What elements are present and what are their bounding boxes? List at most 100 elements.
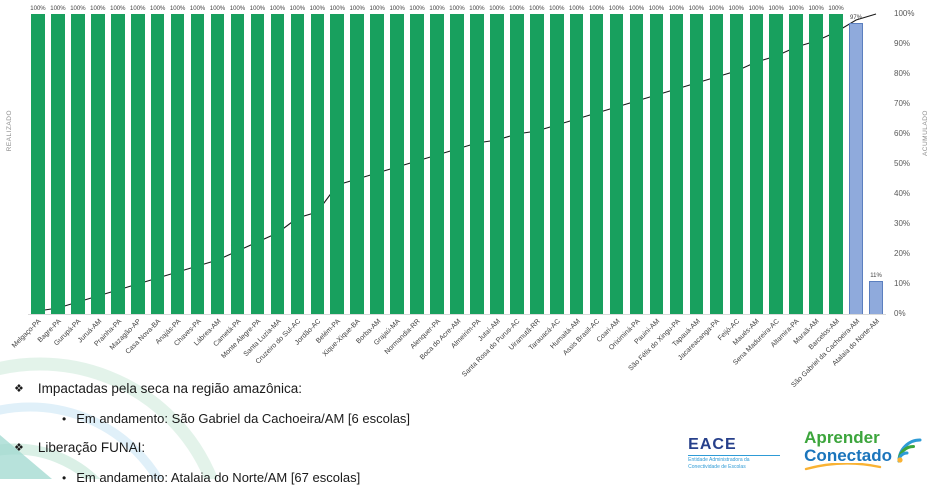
bar — [111, 14, 125, 314]
bar-slot: 100% Bagre-PA — [37, 6, 68, 344]
bar-value-label: 100% — [249, 6, 266, 12]
bar-slot: 100% Jacareacanga-PA — [677, 6, 726, 362]
bar-value-label: 100% — [30, 6, 46, 12]
note-item: ❖ Liberação FUNAI: — [14, 438, 574, 459]
bar-value-label: 100% — [130, 6, 146, 12]
bar — [789, 14, 803, 314]
bar — [310, 14, 325, 314]
bar-slot: 100% Almeirim-PA — [450, 6, 487, 350]
right-tick-label: 90% — [894, 39, 911, 48]
bar-value-label: 100% — [688, 6, 705, 12]
bar-value-label: 100% — [828, 6, 844, 12]
bar-slot: 100% Jutaí-AM — [477, 6, 507, 343]
note-text: Impactadas pela seca na região amazônica… — [37, 381, 303, 396]
bar-value-label: 100% — [728, 6, 745, 12]
bar — [490, 14, 504, 314]
bar-value-label: 100% — [189, 6, 206, 12]
bar — [250, 14, 265, 314]
bar-value-label: 100% — [329, 6, 345, 12]
bar — [470, 14, 484, 314]
note-text: Liberação FUNAI: — [37, 440, 146, 455]
bar-value-label: 100% — [748, 6, 764, 12]
bar-slot: 100% Prainha-PA — [93, 6, 128, 348]
bar-slot: 100% Barcelos-AM — [808, 6, 846, 351]
yellow-swoosh-icon — [804, 463, 882, 471]
bar-slot: 100% Boca do Acre-AM — [418, 6, 467, 361]
wifi-icon — [897, 438, 922, 463]
bar-slot: 100% Coari-AM — [596, 6, 627, 344]
bar-value-label: 100% — [608, 6, 625, 12]
bar-slot: 100% Casa Nova-BA — [125, 6, 168, 356]
footer-logos: EACE Entidade Administradora da Conectiv… — [688, 429, 923, 471]
bar-slot: 100% Assis Brasil-AC — [563, 6, 607, 357]
bar — [430, 14, 444, 314]
bar-value-label: 100% — [509, 6, 525, 12]
bar-slot: 100% Pauini-AM — [634, 6, 667, 346]
bar-value-label: 100% — [169, 6, 186, 12]
bar-value-label: 100% — [648, 6, 665, 12]
bar — [350, 14, 364, 314]
bar-slot: 100% Feijó-AC — [717, 6, 746, 342]
bar-value-label: 100% — [449, 6, 465, 12]
bar-value-label: 100% — [788, 6, 804, 12]
bar-value-label: 100% — [269, 6, 286, 12]
bar — [809, 14, 823, 314]
right-tick-label: 0% — [894, 309, 906, 318]
note-sub-item: • Em andamento: São Gabriel da Cachoeira/… — [62, 409, 574, 429]
bar — [290, 14, 305, 314]
bar — [649, 14, 664, 314]
bar-slot: 100% Gurupá-PA — [53, 6, 88, 347]
bar-slot: 100% Tapauá-AM — [671, 6, 706, 348]
bar — [709, 14, 724, 314]
bar-slot: 100% Chaves-PA — [173, 6, 208, 348]
bar — [390, 14, 404, 314]
note-sub-item: • Em andamento: Atalaia do Norte/AM [67 e… — [62, 468, 574, 488]
bar-slot: 100% Juruá-AM — [76, 6, 108, 344]
bar-slot: 100% Xique-Xique-BA — [322, 6, 367, 358]
bar-value-label: 100% — [389, 6, 405, 12]
bar-slot: 100% Normandia-RR — [384, 6, 427, 356]
left-axis-title: REALIZADO — [6, 110, 13, 152]
pareto-chart: REALIZADO 100% Melgaço-PA 100% Bagre-PA 100%… — [6, 6, 929, 389]
bar — [769, 14, 784, 314]
note-sub-text: Em andamento: São Gabriel da Cachoeira/A… — [76, 411, 411, 426]
right-tick-label: 80% — [894, 69, 911, 78]
bar — [330, 14, 345, 314]
right-tick-label: 30% — [894, 219, 911, 228]
diamond-bullet-icon: ❖ — [14, 442, 24, 454]
aprender-conectado-text: Aprender Conectado — [804, 429, 892, 471]
bar — [190, 14, 205, 314]
bar — [510, 14, 524, 314]
right-axis-title: ACUMULADO — [922, 110, 929, 157]
bar — [150, 14, 165, 314]
bar-value-label: 100% — [369, 6, 385, 12]
bar — [31, 14, 45, 314]
bar-value-label: 97% — [850, 15, 863, 21]
bar-slot: 100% Borba-AM — [355, 6, 387, 345]
bar-value-label: 100% — [668, 6, 685, 12]
bar — [589, 14, 604, 314]
bar — [689, 14, 704, 314]
right-tick-label: 10% — [894, 279, 911, 288]
right-tick-label: 60% — [894, 129, 911, 138]
bar-value-label: 100% — [309, 6, 325, 12]
aprender-conectado-logo: Aprender Conectado — [804, 429, 923, 471]
right-tick-label: 100% — [894, 9, 915, 18]
bar-slot: 100% Humaitá-AM — [549, 6, 587, 350]
right-tick-label: 50% — [894, 159, 911, 168]
bar-slot: 100% Oriximiná-PA — [608, 6, 647, 352]
bar-slot: 100% Tarauacá-AC — [528, 6, 567, 352]
bar-slot: 100% Mazagão-AP — [109, 6, 148, 352]
dot-bullet-icon: • — [62, 412, 67, 426]
bar-slot: 100% Monte Alegre-PA — [220, 6, 267, 360]
eace-logo-name: EACE — [688, 436, 737, 454]
bar-slot: 100% Melgaço-PA — [11, 6, 48, 350]
right-tick-label: 70% — [894, 99, 911, 108]
right-tick-label: 20% — [894, 249, 911, 258]
bar-slot: 100% Anajás-PA — [155, 6, 188, 346]
bar-value-label: 100% — [588, 6, 605, 12]
bar-value-label: 100% — [549, 6, 565, 12]
bar-value-label: 100% — [768, 6, 784, 12]
plot-area: 100% Melgaço-PA 100% Bagre-PA 100% Gurupá-PA 1… — [11, 6, 886, 389]
conectado-label: Conectado — [804, 445, 892, 465]
